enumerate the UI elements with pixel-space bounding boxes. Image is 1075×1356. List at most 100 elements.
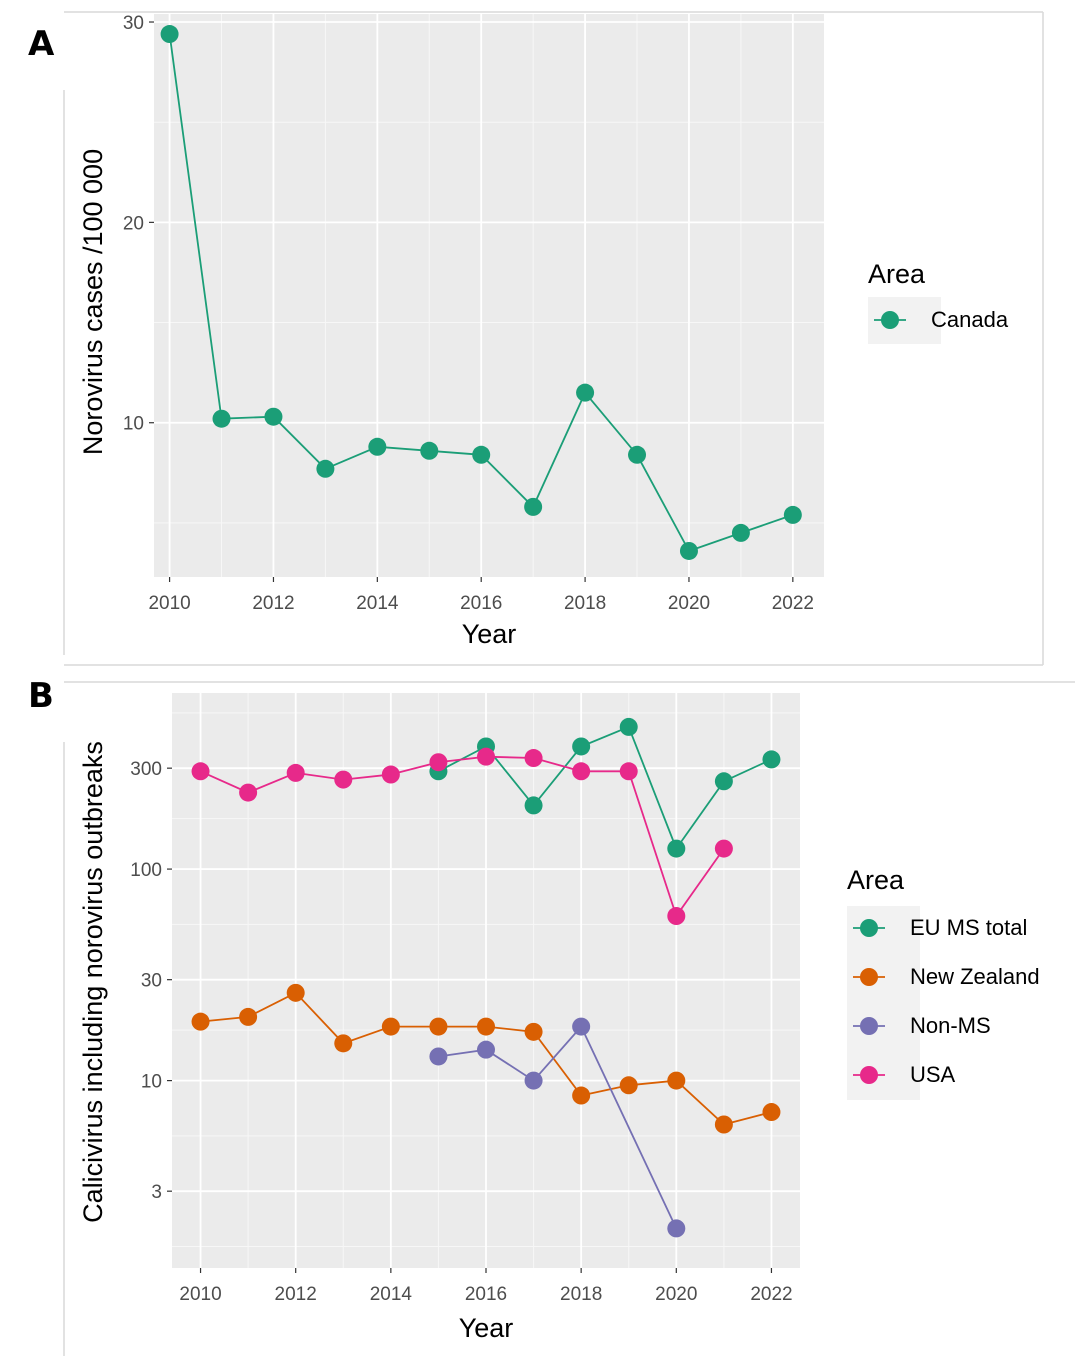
data-point xyxy=(334,770,353,789)
data-point xyxy=(619,762,638,781)
panel-a-plot-background xyxy=(154,14,824,577)
panel-letter-b: B xyxy=(28,676,54,716)
x-tick-label: 2012 xyxy=(252,593,294,614)
data-point xyxy=(381,765,400,784)
data-point xyxy=(714,839,733,858)
legend-key-point xyxy=(860,968,878,986)
panel-a-series xyxy=(160,25,802,560)
panel-b-axes: 2010 2012 2014 2016 2018 2020 2022 3 10 30 100 300 xyxy=(130,759,792,1305)
panel-b-series xyxy=(191,717,781,1238)
legend-label: New Zealand xyxy=(910,964,1040,989)
data-point xyxy=(714,1115,733,1134)
data-point xyxy=(477,1040,495,1059)
legend-label: Non-MS xyxy=(910,1013,991,1038)
legend-key-point xyxy=(860,1066,878,1084)
data-point xyxy=(477,1017,495,1036)
data-point xyxy=(286,983,305,1002)
x-tick-label: 2014 xyxy=(356,593,399,614)
data-point xyxy=(679,541,698,560)
data-point xyxy=(762,1103,781,1122)
data-point xyxy=(524,497,543,516)
legend-key-point xyxy=(860,919,878,937)
panel-a-x-axis-title: Year xyxy=(462,619,517,649)
data-point xyxy=(429,1047,448,1066)
data-point xyxy=(576,383,595,402)
data-point xyxy=(667,907,686,926)
legend-label: EU MS total xyxy=(910,915,1027,940)
data-point xyxy=(714,772,733,791)
legend-key-background xyxy=(847,906,920,1100)
panel-a-y-axis-title: Norovirus cases /100 000 xyxy=(78,149,108,455)
panel-letter-a: A xyxy=(28,24,55,64)
y-tick-label: 20 xyxy=(123,213,144,234)
y-tick-label: 30 xyxy=(141,971,162,992)
legend-label: USA xyxy=(910,1062,956,1087)
x-tick-label: 2014 xyxy=(370,1284,413,1305)
x-tick-label: 2018 xyxy=(564,593,606,614)
x-tick-label: 2022 xyxy=(772,593,814,614)
panel-a-axes: 2010 2012 2014 2016 2018 2020 2022 10 20 30 xyxy=(123,13,814,614)
data-point xyxy=(667,1071,686,1090)
data-point xyxy=(783,505,802,524)
x-tick-label: 2016 xyxy=(465,1284,507,1305)
x-tick-label: 2018 xyxy=(560,1284,602,1305)
y-tick-label: 10 xyxy=(141,1072,162,1093)
data-point xyxy=(667,839,686,858)
data-point xyxy=(264,407,283,426)
data-point xyxy=(572,762,591,781)
x-tick-label: 2010 xyxy=(148,593,190,614)
y-tick-label: 100 xyxy=(130,860,162,881)
legend-key-point xyxy=(881,311,899,329)
y-tick-label: 10 xyxy=(123,414,144,435)
data-point xyxy=(316,459,335,478)
data-point xyxy=(212,409,231,428)
x-tick-label: 2022 xyxy=(750,1284,792,1305)
data-point xyxy=(420,441,439,460)
data-point xyxy=(619,717,638,736)
panel-b-chart: 2010 2012 2014 2016 2018 2020 202231030100300 … xyxy=(78,693,1040,1343)
data-point xyxy=(524,1071,543,1090)
panel-b-gridlines xyxy=(172,693,800,1268)
data-point xyxy=(429,753,448,772)
data-point xyxy=(239,783,258,802)
data-point xyxy=(524,1022,543,1041)
data-point xyxy=(524,796,543,815)
y-tick-label: 30 xyxy=(123,13,144,34)
x-tick-label: 2020 xyxy=(668,593,710,614)
data-point xyxy=(667,1219,686,1238)
panel-a-gridlines xyxy=(154,14,824,577)
legend-label: Canada xyxy=(931,307,1009,332)
legend-key-point xyxy=(860,1017,878,1035)
data-point xyxy=(286,763,305,782)
legend-title: Area xyxy=(847,865,905,895)
data-point xyxy=(762,750,781,769)
data-point xyxy=(572,1017,591,1036)
data-point xyxy=(731,523,750,542)
data-point xyxy=(381,1017,400,1036)
data-point xyxy=(619,1076,638,1095)
x-tick-label: 2020 xyxy=(655,1284,697,1305)
data-point xyxy=(368,437,387,456)
data-point xyxy=(477,747,495,766)
data-point xyxy=(191,762,210,781)
y-tick-label: 300 xyxy=(130,759,162,780)
data-point xyxy=(572,1086,591,1105)
panel-b-y-axis-title: Calicivirus including norovirus outbreak… xyxy=(78,741,108,1223)
data-point xyxy=(239,1007,258,1026)
data-point xyxy=(572,737,591,756)
data-point xyxy=(524,749,543,768)
data-point xyxy=(191,1012,210,1031)
data-point xyxy=(628,445,647,464)
x-tick-label: 2010 xyxy=(179,1284,221,1305)
legend-title: Area xyxy=(868,259,926,289)
data-point xyxy=(334,1034,353,1053)
data-point xyxy=(429,1017,448,1036)
data-point xyxy=(472,445,491,464)
y-tick-label: 3 xyxy=(151,1182,162,1203)
x-tick-label: 2016 xyxy=(460,593,502,614)
x-tick-label: 2012 xyxy=(275,1284,317,1305)
